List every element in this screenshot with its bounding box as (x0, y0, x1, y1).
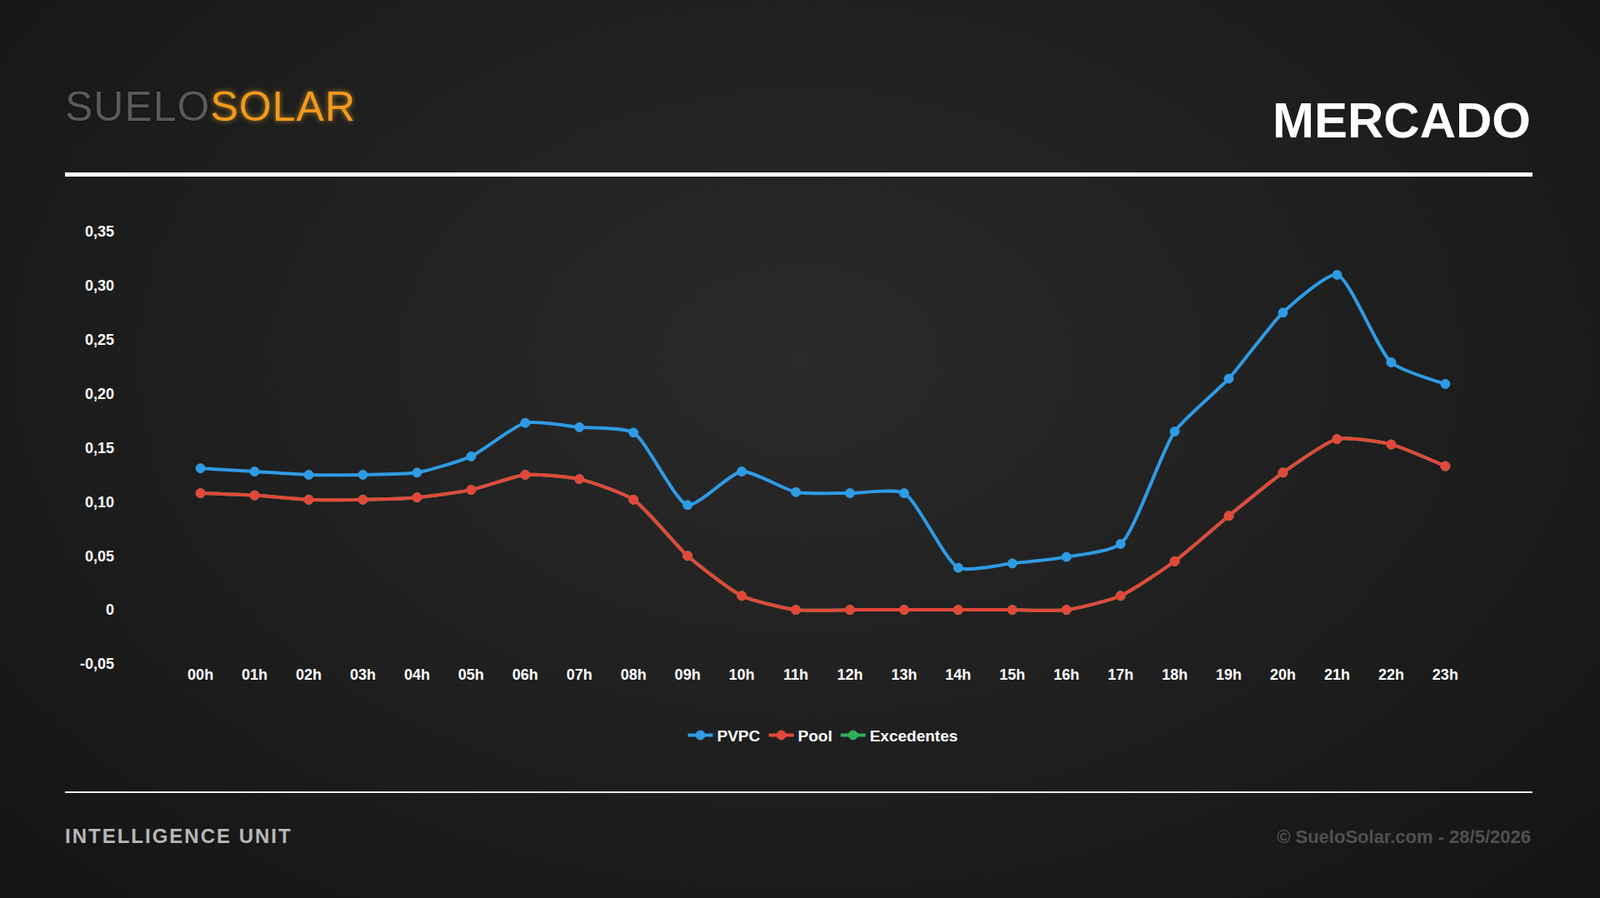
svg-text:PVPC: PVPC (717, 727, 761, 745)
svg-text:00h: 00h (187, 666, 214, 684)
svg-text:03h: 03h (350, 666, 376, 684)
svg-text:14h: 14h (945, 666, 971, 684)
svg-text:08h: 08h (620, 666, 647, 684)
html-text:© SueloSolar.com - 28/5/2026: © SueloSolar.com - 28/5/2026 (1276, 826, 1531, 848)
svg-text:09h: 09h (675, 666, 701, 684)
svg-text:07h: 07h (566, 666, 593, 684)
svg-text:19h: 19h (1215, 666, 1242, 684)
svg-text:23h: 23h (1432, 666, 1459, 684)
svg-text:Pool: Pool (798, 727, 833, 745)
svg-text:0,05: 0,05 (85, 548, 115, 565)
svg-text:16h: 16h (1053, 666, 1080, 684)
svg-text:04h: 04h (404, 666, 430, 684)
svg-text:0,15: 0,15 (85, 440, 115, 457)
svg-text:13h: 13h (890, 666, 917, 684)
svg-text:22h: 22h (1378, 666, 1405, 684)
svg-text:0: 0 (105, 601, 115, 619)
svg-text:11h: 11h (783, 666, 809, 684)
svg-text:01h: 01h (241, 666, 268, 684)
svg-text:17h: 17h (1107, 666, 1134, 684)
svg-text:Excedentes: Excedentes (870, 727, 959, 745)
html-text:SUELO SOLAR: SUELO SOLAR (65, 83, 356, 130)
svg-text:0,25: 0,25 (85, 331, 115, 349)
html-text:INTELLIGENCE UNIT: INTELLIGENCE UNIT (65, 825, 293, 848)
svg-text:0,35: 0,35 (85, 223, 115, 240)
svg-text:02h: 02h (295, 666, 322, 684)
svg-text:0,20: 0,20 (85, 385, 115, 403)
html-text:MERCADO: MERCADO (1272, 92, 1531, 149)
svg-text:10h: 10h (729, 666, 755, 684)
svg-text:06h: 06h (512, 666, 539, 684)
svg-text:20h: 20h (1270, 666, 1296, 684)
svg-text:12h: 12h (836, 666, 863, 684)
svg-text:0,10: 0,10 (85, 494, 115, 511)
svg-text:0,30: 0,30 (85, 277, 115, 295)
svg-text:21h: 21h (1324, 666, 1350, 684)
svg-text:18h: 18h (1161, 666, 1188, 684)
svg-text:15h: 15h (999, 666, 1025, 684)
svg-text:05h: 05h (458, 666, 485, 684)
svg-text:-0,05: -0,05 (80, 655, 115, 673)
